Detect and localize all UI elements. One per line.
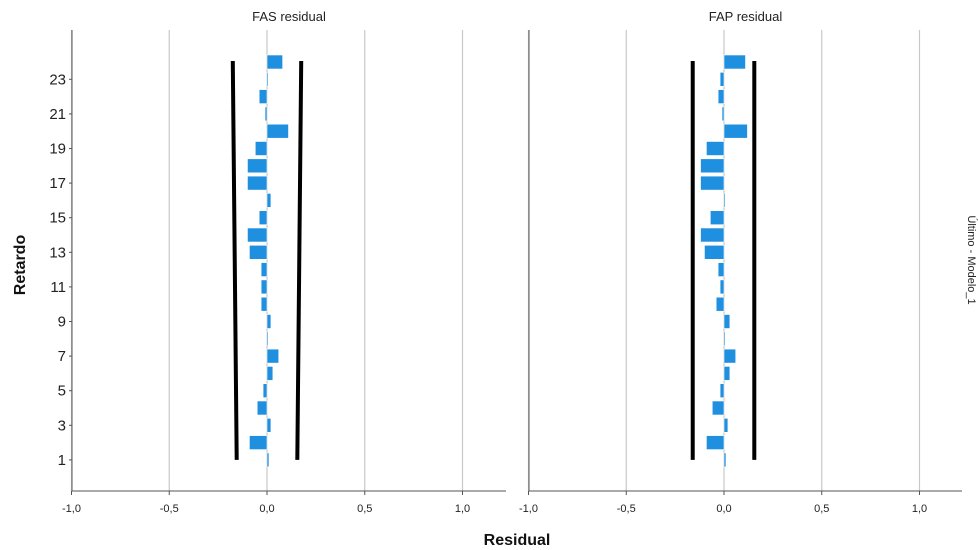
y-tick-label: 1: [58, 452, 66, 469]
y-tick-label: 15: [49, 210, 66, 227]
bar-lag-24: [266, 54, 283, 70]
bar-lag-12: [260, 262, 268, 277]
bar-lag-16: [266, 193, 272, 208]
bar-lag-14: [700, 227, 725, 243]
bar-lag-10: [260, 296, 268, 312]
bar-lag-19: [706, 141, 725, 156]
side-panel-label: Último - Modelo_1: [965, 215, 978, 304]
bar-lag-17: [247, 175, 268, 191]
bar-lag-13: [249, 245, 268, 260]
panel-2: FAP residual -1,0 -0,5 0,0 0,5 1,0: [519, 9, 962, 515]
x-tick-label: 1,0: [912, 503, 927, 515]
bar-lag-23: [266, 72, 269, 87]
bar-lag-21: [721, 106, 725, 122]
bar-lag-22: [258, 89, 268, 104]
bar-lag-6: [266, 366, 274, 381]
x-tick-label: 0,5: [814, 503, 829, 515]
x-tick-label: 0,0: [259, 503, 274, 515]
bar-lag-1: [723, 452, 727, 468]
bar-lag-5: [262, 383, 268, 399]
bar-lag-5: [719, 383, 725, 399]
bar-lag-15: [258, 210, 268, 225]
bar-lag-16: [723, 193, 726, 208]
x-tick-label: -1,0: [62, 503, 81, 515]
bar-lag-21: [264, 106, 268, 122]
panels-layer: FAS residual-1,0 -0,5 0,0 0,5 1,013579111315…: [49, 9, 962, 515]
bar-lag-7: [266, 348, 280, 364]
bar-lag-9: [266, 314, 272, 329]
x-tick-label: 0,5: [357, 503, 372, 515]
x-axis-title: Residual: [484, 532, 551, 549]
y-tick-label: 3: [58, 417, 66, 434]
x-tick-label: -0,5: [160, 503, 179, 515]
bar-lag-1: [266, 452, 270, 468]
y-tick-label: 17: [49, 175, 66, 192]
x-tick-label: -0,5: [617, 503, 636, 515]
bar-lag-8: [266, 331, 269, 347]
bar-lag-9: [723, 314, 731, 329]
x-tick-label: 1,0: [455, 503, 470, 515]
y-tick-label: 11: [50, 279, 66, 296]
bar-lag-3: [723, 417, 729, 433]
bar-lag-4: [711, 400, 725, 416]
bar-lag-3: [266, 417, 272, 433]
bar-lag-13: [704, 245, 725, 260]
bar-lag-19: [254, 141, 268, 156]
bar-lag-15: [710, 210, 725, 225]
upper-confidence-limit: [295, 60, 304, 460]
bar-lag-20: [723, 123, 748, 139]
x-tick-label: -1,0: [519, 503, 538, 515]
y-tick-label: 7: [58, 348, 66, 365]
panel-title: FAP residual: [709, 9, 783, 24]
y-axis-title: Retardo: [12, 235, 29, 296]
bar-lag-20: [266, 123, 289, 139]
y-tick-label: 9: [58, 314, 66, 331]
y-tick-label: 13: [49, 244, 66, 261]
bar-lag-17: [700, 175, 725, 191]
bar-lag-6: [723, 366, 731, 381]
lower-confidence-limit: [230, 60, 239, 460]
bar-lag-7: [723, 348, 737, 364]
bar-lag-4: [256, 400, 268, 416]
bar-lag-22: [717, 89, 725, 104]
bar-lag-14: [247, 227, 268, 243]
bar-lag-11: [719, 279, 725, 295]
bar-lag-8: [723, 331, 726, 347]
bar-lag-2: [249, 435, 268, 450]
bar-lag-18: [700, 158, 725, 174]
bar-lag-24: [723, 54, 746, 70]
y-tick-label: 19: [49, 141, 66, 158]
y-tick-label: 21: [49, 106, 66, 123]
bar-lag-10: [715, 296, 725, 312]
bar-lag-23: [719, 72, 725, 87]
bar-lag-18: [247, 158, 268, 174]
bar-lag-11: [260, 279, 268, 295]
x-tick-label: 0,0: [716, 503, 731, 515]
y-tick-label: 23: [49, 71, 66, 88]
y-tick-label: 5: [58, 383, 66, 400]
panel-title: FAS residual: [252, 9, 326, 24]
bar-lag-2: [706, 435, 725, 450]
panel-1: FAS residual-1,0 -0,5 0,0 0,5 1,013579111315…: [49, 9, 506, 515]
bar-lag-12: [717, 262, 725, 277]
